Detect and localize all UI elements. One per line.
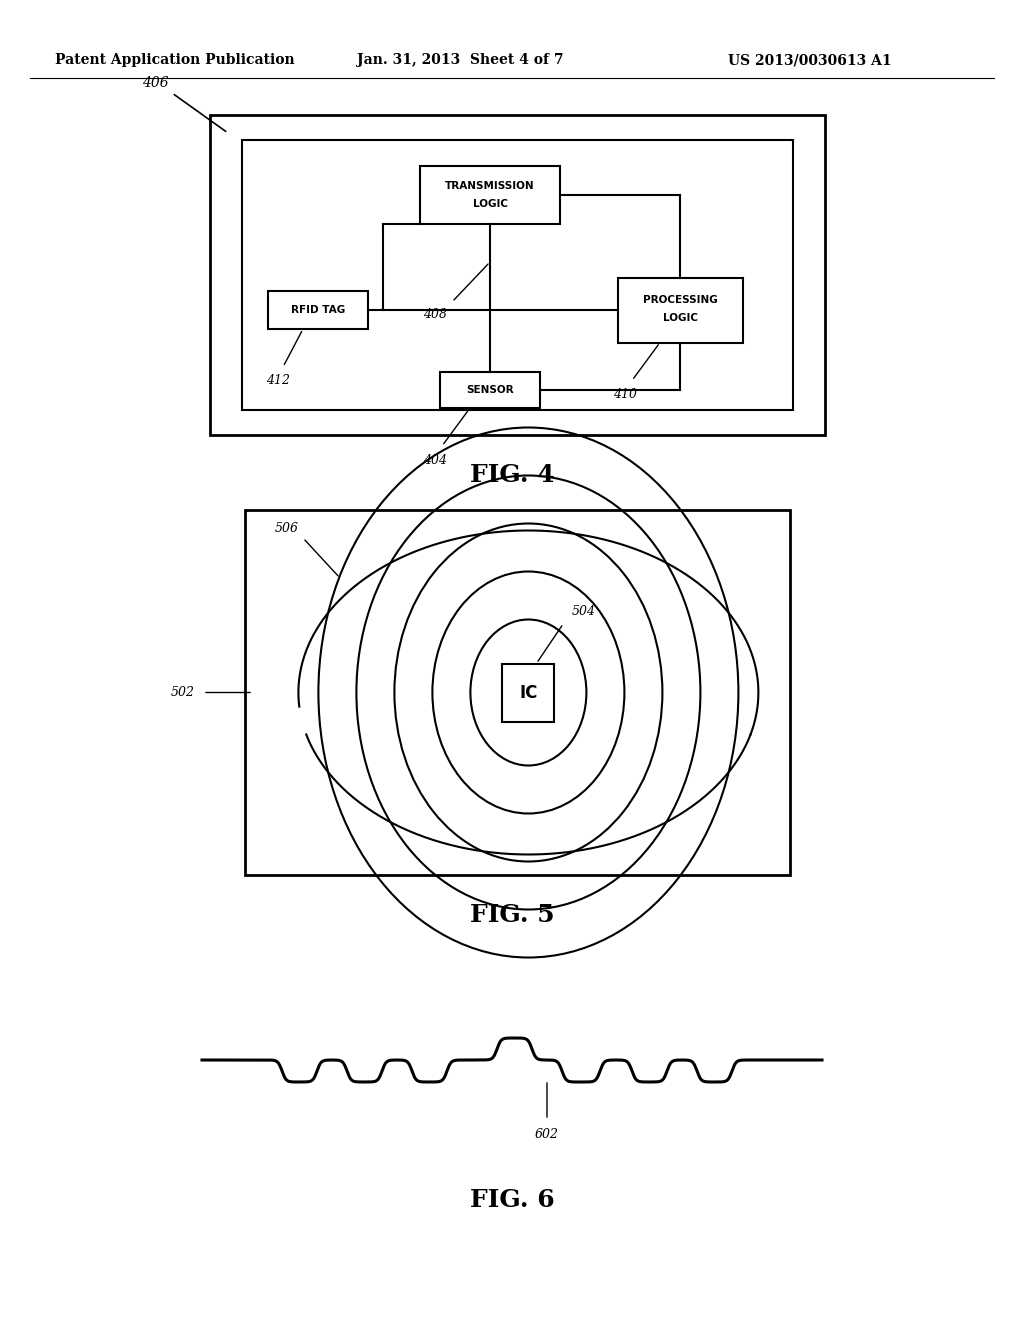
Text: Patent Application Publication: Patent Application Publication bbox=[55, 53, 295, 67]
Text: TRANSMISSION: TRANSMISSION bbox=[445, 181, 535, 191]
Text: LOGIC: LOGIC bbox=[663, 313, 697, 323]
Text: 506: 506 bbox=[275, 521, 299, 535]
Text: 406: 406 bbox=[141, 77, 168, 90]
Text: Jan. 31, 2013  Sheet 4 of 7: Jan. 31, 2013 Sheet 4 of 7 bbox=[356, 53, 563, 67]
Text: 408: 408 bbox=[423, 309, 447, 322]
Bar bbox=[617, 277, 742, 342]
Text: PROCESSING: PROCESSING bbox=[643, 294, 718, 305]
Text: 602: 602 bbox=[535, 1129, 559, 1142]
Bar bbox=[242, 140, 793, 411]
Text: IC: IC bbox=[519, 684, 538, 701]
Text: 504: 504 bbox=[571, 605, 595, 618]
Text: FIG. 5: FIG. 5 bbox=[470, 903, 554, 927]
Bar bbox=[268, 290, 368, 329]
Text: SENSOR: SENSOR bbox=[466, 385, 514, 395]
Text: FIG. 6: FIG. 6 bbox=[470, 1188, 554, 1212]
Text: RFID TAG: RFID TAG bbox=[291, 305, 345, 315]
Text: 502: 502 bbox=[171, 686, 195, 700]
Text: FIG. 4: FIG. 4 bbox=[470, 463, 554, 487]
Text: LOGIC: LOGIC bbox=[472, 199, 508, 209]
Text: US 2013/0030613 A1: US 2013/0030613 A1 bbox=[728, 53, 892, 67]
Bar bbox=[440, 372, 540, 408]
Bar bbox=[210, 115, 825, 436]
Bar bbox=[503, 664, 554, 722]
Bar bbox=[420, 166, 560, 224]
Text: 410: 410 bbox=[613, 388, 637, 401]
Text: 412: 412 bbox=[266, 375, 290, 388]
Bar bbox=[245, 510, 790, 875]
Text: 404: 404 bbox=[423, 454, 447, 466]
